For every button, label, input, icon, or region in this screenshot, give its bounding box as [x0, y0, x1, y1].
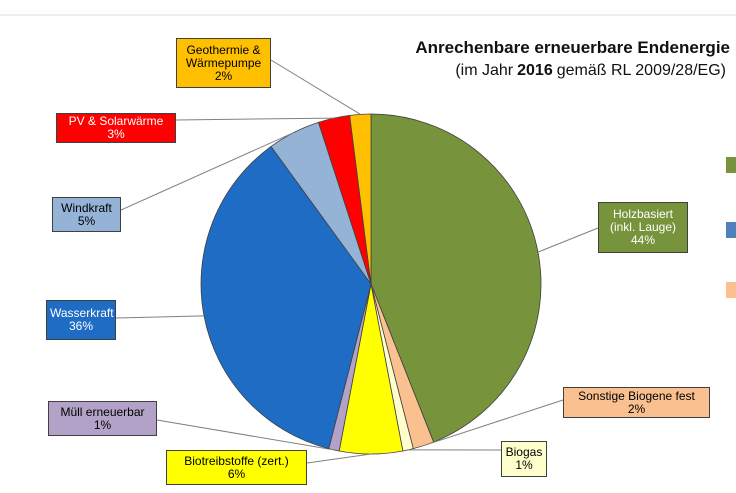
pie-slice	[370, 113, 542, 443]
value-label: 36%	[68, 319, 94, 333]
chart-subtitle: (im Jahr 2016 gemäß RL 2009/28/EG)	[300, 62, 726, 80]
slice-label: Sonstige Biogene fest 2%	[563, 387, 710, 418]
leader-line	[537, 227, 599, 253]
value-label: 6%	[227, 466, 246, 481]
slice-label: PV & Solarwärme 3%	[56, 113, 176, 143]
leader-line	[306, 453, 372, 464]
category: Biogas	[505, 445, 543, 459]
category: Wasserkraft	[50, 306, 114, 320]
pie-slice	[200, 145, 372, 450]
value-label: 1%	[515, 458, 533, 472]
value-label: 44%	[630, 233, 656, 247]
leader-line	[115, 315, 205, 319]
category: Müll erneuerbar	[60, 404, 145, 419]
category: PV & Solarwärme	[68, 114, 164, 128]
chart-title: Anrechenbare erneuerbare Endenergie	[415, 38, 730, 57]
legend-swatch	[726, 157, 736, 173]
slice-label: Biotreibstoffe (zert.) 6%	[166, 450, 307, 485]
subtitle-part: gemäß RL 2009/28/EG)	[556, 62, 726, 79]
subtitle-year: 2016	[517, 62, 553, 79]
subtitle-part: (im Jahr	[455, 62, 514, 79]
slice-label: Wasserkraft 36%	[46, 300, 116, 340]
leader-line	[156, 419, 334, 451]
leader-line	[423, 399, 564, 447]
slice-label: Windkraft 5%	[52, 197, 121, 232]
value-label: 2%	[214, 68, 233, 83]
value-label: 5%	[77, 213, 96, 228]
value-label: 2%	[627, 401, 646, 416]
category: Biotreibstoffe (zert.)	[184, 453, 289, 468]
value-label: 1%	[93, 417, 112, 432]
value-label: 3%	[107, 127, 125, 141]
category: Geothermie & Wärmepumpe	[185, 42, 262, 70]
slice-label: Geothermie & Wärmepumpe 2%	[176, 38, 271, 88]
slice-label: Müll erneuerbar 1%	[48, 401, 157, 436]
category: Windkraft	[61, 200, 112, 215]
legend-swatch	[726, 222, 736, 238]
category: Holzbasiert (inkl. Lauge)	[609, 207, 677, 234]
leader-line	[175, 117, 334, 121]
slice-label: Holzbasiert (inkl. Lauge) 44%	[598, 202, 688, 253]
category: Sonstige Biogene fest	[578, 388, 695, 403]
legend-swatch	[726, 282, 736, 298]
leader-line	[120, 132, 295, 211]
leader-line	[270, 59, 361, 115]
slice-label: Biogas 1%	[501, 441, 547, 477]
